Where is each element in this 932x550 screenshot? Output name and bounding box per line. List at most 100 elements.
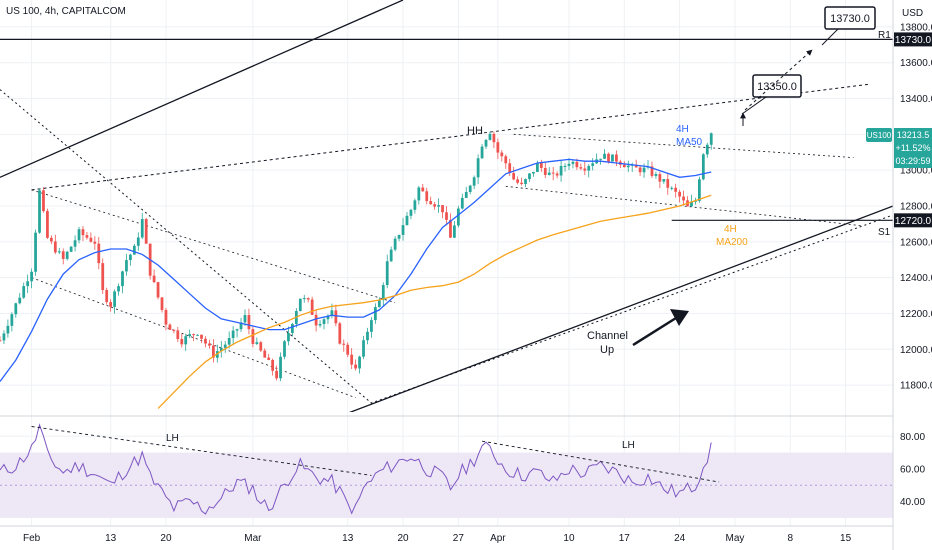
time-tick-label: 17 — [619, 533, 631, 544]
candle-body — [354, 364, 358, 369]
candle-body — [449, 219, 452, 238]
time-tick-label: 10 — [563, 533, 575, 544]
candle-body — [583, 168, 587, 171]
candle-body — [626, 165, 630, 168]
candle-body — [607, 153, 610, 162]
target-callout-13350[interactable]: 13350.0 — [741, 74, 802, 115]
rsi-axis[interactable]: 80.00 60.00 40.00 — [900, 432, 925, 508]
candle-body — [255, 342, 259, 344]
candle-body — [298, 298, 302, 312]
candle-body — [188, 334, 192, 337]
candle-body — [247, 315, 251, 330]
candle-body — [417, 187, 421, 201]
candle-body — [539, 162, 543, 168]
candle-body — [306, 298, 310, 300]
candle-body — [615, 154, 618, 162]
candle-body — [484, 139, 488, 147]
candle-body — [516, 179, 520, 183]
time-axis[interactable]: Feb 13 20 Mar 13 20 27 Apr 10 17 24 May 8 15 — [23, 533, 852, 544]
candle-body — [658, 174, 662, 182]
ma200-label-line2: MA200 — [716, 237, 748, 248]
candle-body — [129, 254, 132, 261]
candle-body — [690, 201, 693, 207]
price-tick-label: 12600.0 — [900, 237, 932, 248]
candle-body — [528, 173, 531, 180]
trendlines-layer — [0, 0, 893, 412]
candle-body — [65, 251, 69, 259]
candle-body — [26, 281, 30, 287]
candle-body — [109, 302, 113, 307]
channel-label-line2: Up — [600, 344, 614, 356]
target-callout-13730[interactable]: 13730.0 — [821, 6, 876, 46]
current-change-text: +11.52% — [895, 143, 930, 153]
candle-body — [0, 340, 2, 342]
time-tick-label: 20 — [160, 533, 172, 544]
candle-body — [152, 275, 156, 283]
candle-body — [555, 173, 559, 176]
time-tick-label: 27 — [453, 533, 465, 544]
candle-body — [563, 165, 567, 167]
candle-body — [666, 179, 670, 188]
price-tick-label: 13000.0 — [900, 166, 932, 177]
ma50-line — [0, 158, 712, 382]
candle-body — [492, 133, 496, 143]
candle-body — [468, 185, 472, 192]
candle-body — [453, 225, 456, 238]
ma200-label-line1: 4H — [724, 224, 737, 235]
rsi-tick-label: 60.00 — [900, 464, 925, 475]
price-tick-label: 12000.0 — [900, 345, 932, 356]
time-tick-label: 13 — [342, 533, 354, 544]
candle-body — [579, 167, 583, 169]
target-13350-text: 13350.0 — [757, 81, 797, 93]
trendline-channel-up-support — [349, 205, 893, 412]
candle-body — [34, 232, 37, 272]
candle-body — [140, 219, 144, 238]
candle-body — [259, 342, 263, 351]
candle-body — [125, 260, 128, 272]
time-tick-label: 15 — [840, 533, 852, 544]
candle-body — [6, 325, 10, 334]
candle-body — [235, 329, 239, 331]
countdown-text: 03:29:59 — [895, 156, 930, 166]
rsi-lh-label-2: LH — [622, 440, 635, 451]
time-tick-label: Feb — [23, 533, 41, 544]
candle-body — [409, 209, 413, 216]
candle-body — [524, 179, 527, 185]
time-tick-label: 8 — [787, 533, 793, 544]
current-price-text: 13213.5 — [897, 130, 930, 140]
candle-body — [350, 354, 354, 365]
candle-body — [694, 200, 697, 202]
candle-body — [2, 333, 6, 341]
candle-body — [634, 164, 638, 168]
rsi-line — [0, 423, 712, 515]
s1-label: S1 — [878, 227, 891, 238]
candle-body — [532, 171, 535, 174]
candle-body — [77, 229, 81, 241]
candle-body — [338, 323, 342, 344]
candle-body — [366, 331, 369, 341]
candle-body — [488, 133, 492, 140]
candle-body — [389, 249, 393, 262]
candle-body — [314, 314, 318, 326]
time-tick-label: 24 — [674, 533, 686, 544]
candle-body — [547, 172, 551, 175]
candle-body — [287, 332, 290, 342]
candle-body — [231, 330, 235, 339]
candle-body — [705, 144, 709, 155]
candle-body — [571, 161, 575, 164]
candle-body — [310, 299, 314, 315]
candle-body — [441, 205, 444, 213]
candle-body — [73, 240, 77, 247]
projection-arrows — [740, 49, 813, 126]
candle-body — [322, 319, 326, 324]
candle-body — [662, 179, 666, 182]
trendline-rsi-lh-2 — [482, 440, 720, 483]
trendline-flat-channel-top — [513, 133, 854, 158]
candle-body — [243, 315, 247, 323]
candle-body — [496, 142, 500, 153]
candle-body — [69, 246, 73, 252]
time-tick-label: Apr — [490, 533, 506, 544]
channel-label-line1: Channel — [587, 330, 628, 342]
candle-body — [18, 297, 22, 304]
